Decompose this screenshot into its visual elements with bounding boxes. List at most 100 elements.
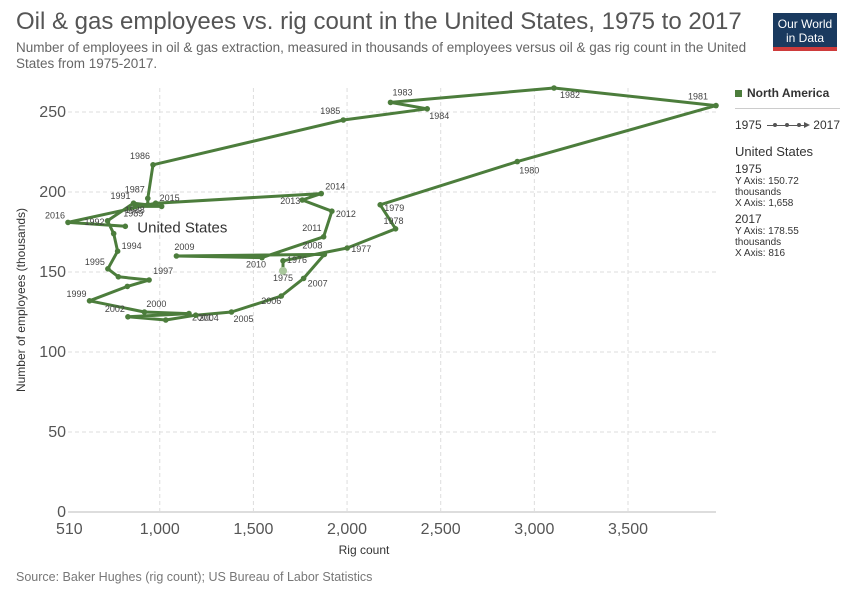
year-label: 2012 xyxy=(336,209,356,219)
data-point xyxy=(186,310,192,317)
year-label: 1980 xyxy=(519,166,539,176)
legend-divider xyxy=(735,108,840,109)
data-point xyxy=(377,202,384,208)
year-label: 1994 xyxy=(122,241,142,251)
year-label: 1984 xyxy=(429,111,449,121)
data-point xyxy=(152,200,159,206)
x-axis-label: Rig count xyxy=(339,543,390,557)
data-point xyxy=(279,266,288,275)
x-tick-label: 3,500 xyxy=(608,521,648,538)
data-point xyxy=(192,312,199,319)
data-point xyxy=(65,219,71,226)
year-label: 1982 xyxy=(560,90,580,100)
chart-title: Oil & gas employees vs. rig count in the… xyxy=(16,8,742,35)
start-year: 1975 xyxy=(735,162,762,176)
data-point xyxy=(124,283,131,290)
year-label: 2006 xyxy=(261,296,281,306)
legend-panel: North America 1975 2017 United States 19… xyxy=(735,86,840,259)
data-point xyxy=(228,309,235,315)
data-point xyxy=(144,202,151,208)
timeline-arrow-icon xyxy=(765,120,811,130)
year-label: 2008 xyxy=(302,240,322,250)
year-label: 2001 xyxy=(192,313,212,323)
data-point xyxy=(114,248,121,254)
year-label: 2014 xyxy=(325,182,345,192)
year-label: 1995 xyxy=(85,257,105,267)
x-tick-label: 1,000 xyxy=(140,521,180,538)
data-point xyxy=(104,218,111,224)
data-point xyxy=(713,102,719,109)
data-point xyxy=(424,106,431,112)
year-label: 1999 xyxy=(67,289,87,299)
data-point xyxy=(86,298,93,304)
data-point xyxy=(278,293,285,299)
legend-entity-name: United States xyxy=(735,144,814,159)
start-y-value: Y Axis: 150.72 xyxy=(735,176,799,187)
x-tick-label: 2,000 xyxy=(327,521,367,538)
year-label: 1976 xyxy=(287,255,307,265)
plot-area: 1975 1976 1977 1978 1979 1980 1981 1982 1983 1984… xyxy=(45,85,719,324)
data-point xyxy=(173,253,180,259)
x-tick-label: 3,000 xyxy=(514,521,554,538)
y-tick-label: 0 xyxy=(57,504,66,521)
end-unit: thousands xyxy=(735,237,782,248)
data-point xyxy=(392,226,399,232)
data-point xyxy=(115,274,122,280)
data-point xyxy=(318,190,325,197)
year-label: 1977 xyxy=(351,244,371,254)
data-point xyxy=(158,203,165,210)
start-x-value: X Axis: 1,658 xyxy=(735,198,794,209)
year-label: 2011 xyxy=(302,223,321,233)
data-point xyxy=(130,200,137,206)
data-point xyxy=(344,245,351,251)
year-label: 1986 xyxy=(130,151,150,161)
year-label: 2010 xyxy=(246,260,266,270)
timeline-end-year: 2017 xyxy=(813,118,840,132)
year-label: 1989 xyxy=(123,208,143,218)
year-label: 1997 xyxy=(153,266,173,276)
data-point xyxy=(259,254,265,261)
year-label: 2013 xyxy=(280,196,300,206)
owid-logo[interactable]: Our World in Data xyxy=(773,13,837,51)
year-label: 2000 xyxy=(146,299,166,309)
end-year: 2017 xyxy=(735,212,762,226)
grid-lines xyxy=(68,88,716,513)
legend-region-item[interactable]: North America xyxy=(735,86,840,100)
data-point xyxy=(329,208,335,214)
year-label: 1992 xyxy=(84,217,104,227)
data-point xyxy=(299,197,306,203)
data-point xyxy=(162,317,169,323)
year-label: 2002 xyxy=(105,304,125,314)
year-label: 2009 xyxy=(174,242,194,252)
logo-line-1: Our World xyxy=(777,17,833,31)
start-unit: thousands xyxy=(735,187,782,198)
data-point xyxy=(514,158,521,165)
year-label: 2005 xyxy=(233,314,253,324)
x-tick-label: 2,500 xyxy=(421,521,461,538)
data-point xyxy=(105,266,111,272)
year-label: 1985 xyxy=(320,106,340,116)
data-point xyxy=(387,99,394,106)
data-point xyxy=(340,117,347,123)
y-axis-label: Number of employees (thousands) xyxy=(14,208,28,392)
year-label: 1981 xyxy=(688,92,708,102)
data-point xyxy=(141,309,148,315)
legend-swatch xyxy=(735,89,742,97)
y-tick-label: 200 xyxy=(39,184,66,201)
year-label: 1983 xyxy=(393,87,413,97)
y-tick-label: 250 xyxy=(39,104,66,121)
data-point xyxy=(125,314,131,320)
x-tick-label: 510 xyxy=(56,521,83,538)
data-point xyxy=(320,234,327,240)
logo-line-2: in Data xyxy=(785,31,825,45)
source-note: Source: Baker Hughes (rig count); US Bur… xyxy=(16,570,373,584)
legend-region-label: North America xyxy=(747,86,830,100)
year-label: 1987 xyxy=(125,184,145,194)
data-point xyxy=(122,223,129,230)
year-label: 1978 xyxy=(384,216,404,226)
year-label: 2007 xyxy=(308,278,328,288)
year-label: 1991 xyxy=(111,191,131,201)
data-point xyxy=(110,230,117,237)
data-point xyxy=(551,85,557,91)
